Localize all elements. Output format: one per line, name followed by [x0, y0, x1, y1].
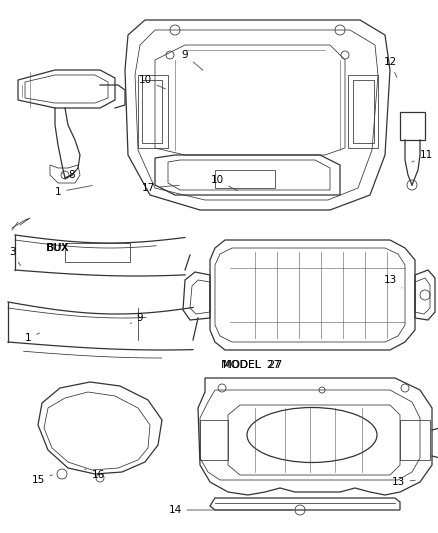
Text: 3: 3 [9, 247, 21, 265]
Text: 14: 14 [168, 505, 292, 515]
Text: 13: 13 [392, 477, 415, 487]
Text: 1: 1 [55, 185, 92, 197]
Text: BUX: BUX [46, 243, 70, 253]
Text: MODEL  27: MODEL 27 [221, 360, 283, 370]
Text: 17: 17 [141, 183, 179, 193]
Text: 9: 9 [182, 50, 203, 70]
Text: 11: 11 [412, 150, 433, 162]
Text: 10: 10 [210, 175, 237, 191]
Text: 16: 16 [85, 469, 105, 480]
Text: MODEL  27: MODEL 27 [223, 360, 281, 370]
Text: 10: 10 [138, 75, 166, 89]
Text: 15: 15 [32, 475, 53, 485]
Text: 13: 13 [383, 275, 402, 288]
Text: 9: 9 [131, 313, 143, 324]
Text: 1: 1 [25, 333, 39, 343]
Text: BUX: BUX [47, 243, 69, 253]
Text: 8: 8 [62, 170, 75, 180]
Text: 12: 12 [383, 57, 397, 77]
